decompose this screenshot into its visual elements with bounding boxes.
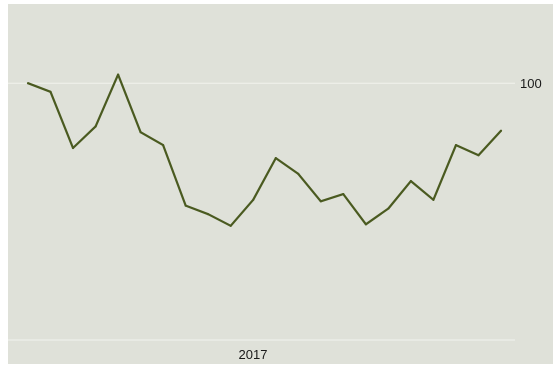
- series-layer: [26, 73, 503, 227]
- data-point: [162, 144, 165, 147]
- series-line: [27, 73, 502, 227]
- x-tick-label: 2017: [239, 347, 268, 362]
- data-point: [26, 82, 30, 85]
- data-point: [409, 180, 412, 183]
- data-point: [117, 73, 120, 76]
- data-point: [139, 131, 142, 134]
- data-point: [432, 198, 435, 201]
- plot-background: [8, 4, 553, 364]
- data-point: [319, 200, 322, 203]
- data-point: [184, 204, 187, 207]
- data-point: [387, 207, 390, 210]
- data-point: [49, 90, 52, 93]
- data-point: [364, 223, 367, 226]
- data-point: [229, 224, 232, 227]
- data-point: [342, 193, 345, 196]
- data-point: [477, 154, 480, 157]
- data-point: [252, 198, 255, 201]
- data-point: [297, 172, 300, 175]
- data-point: [454, 144, 458, 147]
- data-point: [499, 129, 503, 132]
- data-point: [274, 157, 277, 160]
- data-point: [94, 125, 97, 128]
- y-tick-label: 100: [520, 76, 542, 91]
- data-point: [207, 213, 210, 216]
- data-point: [71, 146, 75, 150]
